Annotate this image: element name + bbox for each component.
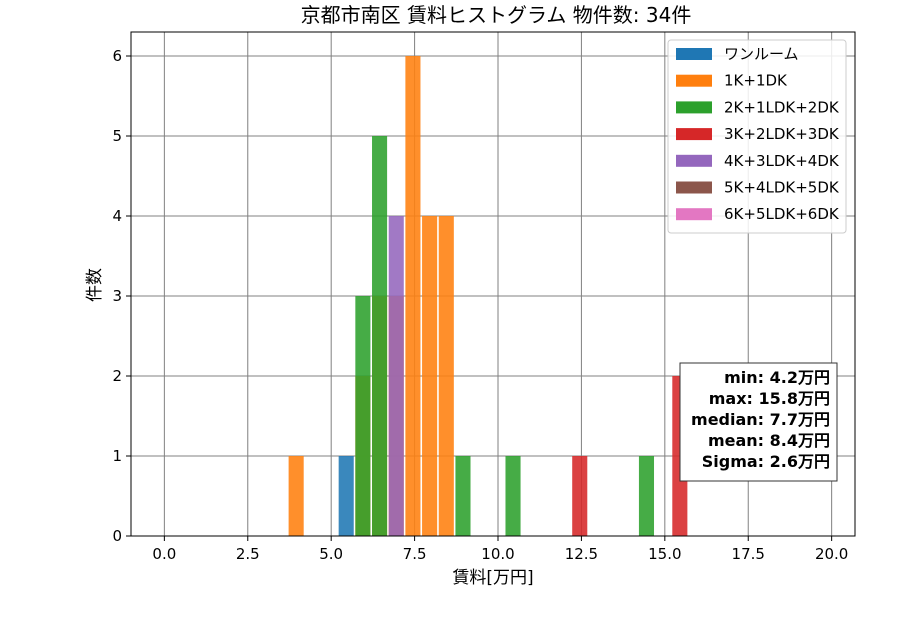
y-tick-label: 3 — [112, 287, 122, 305]
x-tick-label: 15.0 — [648, 545, 681, 563]
y-tick-label: 5 — [112, 127, 122, 145]
histogram-bar — [355, 296, 371, 536]
histogram-bar — [372, 136, 388, 536]
histogram-bar — [405, 56, 421, 536]
histogram-bar — [288, 456, 304, 536]
y-tick-label: 0 — [112, 527, 122, 545]
histogram-bar — [572, 456, 588, 536]
y-tick-label: 2 — [112, 367, 122, 385]
histogram-bar — [438, 216, 454, 536]
stats-line: Sigma: 2.6万円 — [702, 452, 830, 471]
x-tick-label: 5.0 — [319, 545, 343, 563]
legend-swatch — [676, 128, 712, 141]
y-tick-label: 4 — [112, 207, 122, 225]
y-tick-label: 1 — [112, 447, 122, 465]
histogram-bar — [455, 456, 471, 536]
histogram-bar — [505, 456, 521, 536]
legend-swatch — [676, 208, 712, 221]
legend-label: 6K+5LDK+6DK — [724, 205, 840, 223]
stats-box: min: 4.2万円 max: 15.8万円 median: 7.7万円 mean: … — [679, 362, 838, 482]
x-tick-label: 7.5 — [403, 545, 427, 563]
x-tick-label: 20.0 — [815, 545, 848, 563]
x-tick-label: 0.0 — [152, 545, 176, 563]
bars-group — [288, 56, 688, 536]
legend: ワンルーム 1K+1DK 2K+1LDK+2DK 3K+2LDK+3DK 4K+3LDK… — [667, 39, 847, 234]
histogram-bar — [638, 456, 655, 536]
histogram-bar — [338, 456, 354, 536]
legend-swatch — [676, 74, 712, 87]
y-tick-label: 6 — [112, 47, 122, 65]
x-tick-label: 17.5 — [732, 545, 765, 563]
y-ticks: 0 1 2 3 4 5 6 — [112, 47, 131, 545]
legend-swatch — [676, 101, 712, 114]
legend-swatch — [676, 48, 712, 60]
histogram-bar — [422, 216, 438, 536]
stats-line: mean: 8.4万円 — [708, 431, 830, 450]
histogram-bar — [388, 216, 404, 536]
legend-label: 5K+4LDK+5DK — [724, 179, 840, 197]
legend-label: 4K+3LDK+4DK — [724, 152, 840, 170]
legend-label: 3K+2LDK+3DK — [724, 125, 840, 143]
legend-label: 2K+1LDK+2DK — [724, 98, 840, 116]
chart-title: 京都市南区 賃料ヒストグラム 物件数: 34件 — [301, 3, 692, 27]
plot-border — [130, 31, 856, 537]
x-tick-label: 12.5 — [565, 545, 598, 563]
x-axis-label: 賃料[万円] — [452, 568, 533, 588]
legend-swatch — [676, 154, 712, 167]
legend-swatch — [676, 181, 712, 194]
stats-line: max: 15.8万円 — [709, 389, 830, 408]
legend-label: 1K+1DK — [724, 72, 788, 90]
legend-label: ワンルーム — [724, 45, 799, 63]
stats-line: median: 7.7万円 — [691, 410, 830, 429]
x-tick-label: 2.5 — [236, 545, 260, 563]
legend-box — [667, 39, 847, 234]
stats-line: min: 4.2万円 — [724, 368, 830, 387]
x-ticks: 0.0 2.5 5.0 7.5 10.0 12.5 15.0 17.5 20.0 — [152, 536, 848, 563]
stats-box-frame — [679, 362, 838, 482]
y-axis-label: 件数 — [85, 268, 105, 302]
x-tick-label: 10.0 — [481, 545, 514, 563]
